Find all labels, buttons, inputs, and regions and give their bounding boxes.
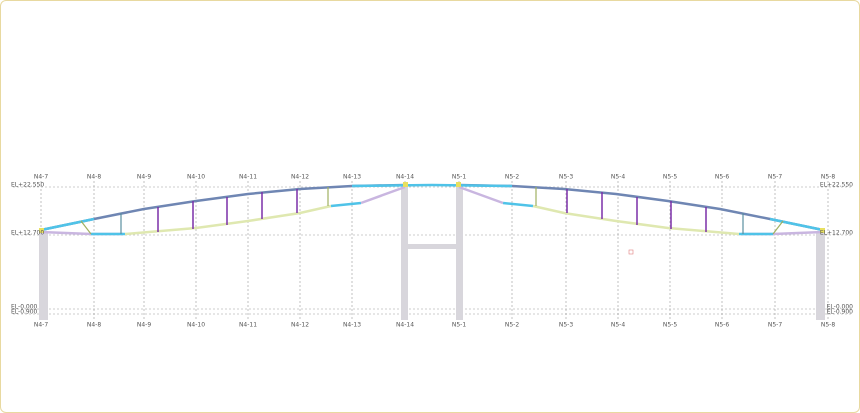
axis-label-top: N5-3: [559, 174, 573, 181]
axis-label-top: N4-10: [187, 174, 205, 181]
level-label-left: EL-0.900: [11, 309, 38, 316]
axis-label-bottom: N5-7: [768, 322, 782, 329]
axis-label-bottom: N4-7: [34, 322, 48, 329]
axis-label-top: N5-1: [452, 174, 466, 181]
node: [403, 182, 408, 187]
bottom-chord: [124, 204, 332, 236]
axis-label-bottom: N4-13: [343, 322, 361, 329]
diagonal: [80, 220, 92, 235]
marker: [628, 249, 634, 255]
axis-label-top: N4-13: [343, 174, 361, 181]
bottom-chord-seg: [360, 185, 406, 205]
node: [39, 228, 44, 233]
bottom-chord-seg: [330, 201, 362, 208]
grid-lines: [13, 181, 851, 321]
axis-label-bottom: N4-9: [137, 322, 151, 329]
level-label-right: EL-0.000: [827, 304, 854, 311]
axis-label-bottom: N5-1: [452, 322, 466, 329]
axis-label-bottom: N4-11: [239, 322, 257, 329]
labels: N4-7 N4-7 N4-8 N4-8 N4-9 N4-9 N4-10 N4-10 N4-11 N…: [11, 174, 853, 329]
top-chord-end: [40, 217, 95, 232]
axis-label-bottom: N4-12: [291, 322, 309, 329]
ridge: [351, 183, 433, 188]
axis-label-bottom: N5-5: [663, 322, 677, 329]
top-chord: [40, 183, 406, 232]
truss-left: [39, 182, 433, 320]
level-label-left: EL-0.000: [11, 304, 38, 311]
axis-label-bottom: N5-4: [611, 322, 625, 329]
axis-label-top: N5-5: [663, 174, 677, 181]
axis-label-top: N5-4: [611, 174, 625, 181]
axis-label-bottom: N5-6: [715, 322, 729, 329]
axis-label-top: N5-8: [821, 174, 835, 181]
axis-label-top: N4-7: [34, 174, 48, 181]
axis-label-top: N5-7: [768, 174, 782, 181]
axis-label-top: N4-11: [239, 174, 257, 181]
axis-label-bottom: N4-14: [396, 322, 414, 329]
verticals: [157, 189, 298, 232]
column: [39, 232, 48, 320]
axis-label-bottom: N5-3: [559, 322, 573, 329]
level-label-left: EL+12.700: [11, 230, 44, 237]
axis-label-top: N4-14: [396, 174, 414, 181]
level-label-right: EL+22.550: [820, 182, 853, 189]
beam: [405, 244, 432, 249]
axis-label-top: N5-6: [715, 174, 729, 181]
axis-label-bottom: N5-2: [505, 322, 519, 329]
axis-label-top: N5-2: [505, 174, 519, 181]
axis-label-top: N4-12: [291, 174, 309, 181]
level-label-right: EL-0.900: [827, 309, 854, 316]
axis-label-bottom: N5-8: [821, 322, 835, 329]
level-label-left: EL+22.550: [11, 182, 44, 189]
level-label-right: EL+12.700: [820, 230, 853, 237]
axis-label-bottom: N4-10: [187, 322, 205, 329]
truss-right: [430, 180, 827, 322]
axis-label-top: N4-8: [87, 174, 101, 181]
column: [401, 187, 408, 320]
axis-label-bottom: N4-8: [87, 322, 101, 329]
axis-label-top: N4-9: [137, 174, 151, 181]
